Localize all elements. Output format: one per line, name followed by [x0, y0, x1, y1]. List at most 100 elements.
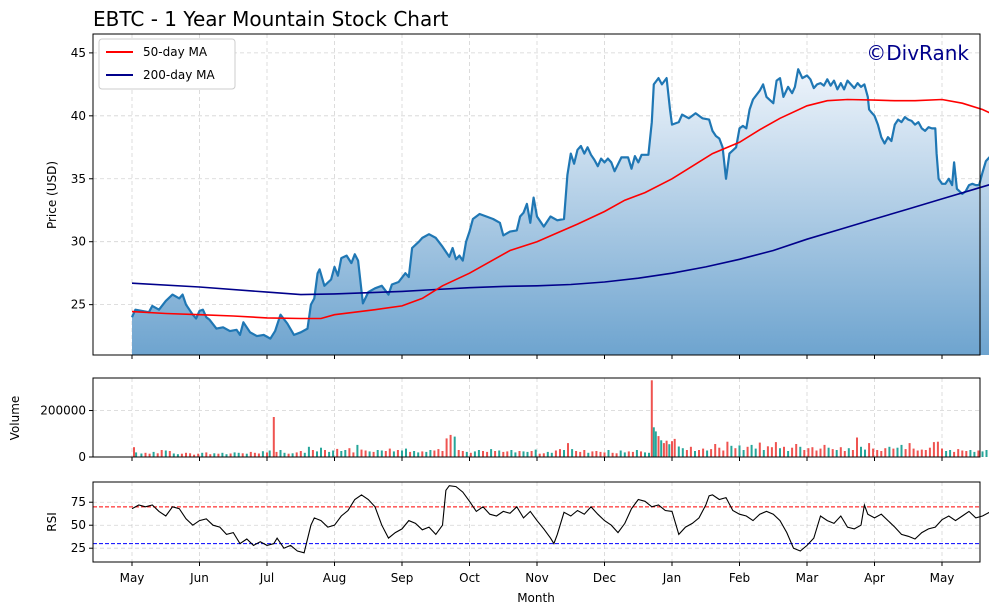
volume-bar	[554, 450, 557, 457]
volume-bar	[631, 451, 634, 457]
volume-bar	[469, 452, 472, 457]
price-ytick-label-0: 25	[71, 298, 86, 312]
volume-bar	[916, 450, 919, 457]
volume-bar	[360, 449, 363, 457]
volume-bar	[249, 451, 252, 457]
volume-bar	[718, 447, 721, 457]
volume-bar	[205, 452, 208, 457]
volume-bar	[660, 440, 663, 457]
volume-bar	[266, 452, 268, 457]
volume-bar	[429, 450, 432, 457]
volume-bar	[133, 447, 135, 457]
volume-bar	[799, 446, 802, 457]
volume-bar	[774, 442, 777, 457]
volume-bar	[599, 451, 602, 457]
volume-bar	[681, 448, 684, 457]
legend-label-ma200: 200-day MA	[143, 68, 215, 82]
volume-bar	[787, 451, 790, 457]
volume-bar	[811, 447, 814, 457]
x-tick-label: Apr	[864, 571, 885, 585]
volume-bar	[595, 451, 598, 457]
price-plot-frame	[92, 33, 981, 356]
volume-bar	[241, 453, 244, 457]
rsi-axis-title: RSI	[45, 512, 59, 532]
volume-bar	[197, 453, 200, 457]
volume-bar	[758, 442, 761, 457]
volume-bar	[356, 444, 359, 457]
volume-bar	[257, 453, 260, 457]
volume-bar	[295, 452, 298, 457]
volume-bar	[213, 453, 216, 457]
volume-bar	[847, 448, 850, 457]
volume-bar	[807, 448, 810, 457]
volume-bar	[172, 453, 175, 457]
volume-bar	[685, 450, 688, 457]
price-ytick-label-1: 30	[71, 235, 86, 249]
volume-bar	[654, 431, 657, 457]
volume-bar	[673, 438, 676, 457]
price-ytick-label-4: 45	[71, 46, 86, 60]
price-area-fill	[132, 69, 989, 355]
volume-bar	[750, 444, 753, 457]
volume-bar	[677, 446, 680, 457]
volume-bar	[928, 447, 931, 457]
volume-bar	[770, 447, 773, 457]
volume-bar	[635, 450, 638, 457]
volume-bar	[579, 451, 582, 457]
x-axis-title: Month	[517, 591, 555, 605]
volume-bar	[803, 450, 806, 457]
volume-bar	[506, 451, 509, 457]
volume-bar	[168, 451, 171, 457]
ma50-line	[131, 98, 989, 320]
volume-bar	[522, 451, 525, 457]
volume-bar	[268, 450, 271, 457]
volume-bar	[233, 452, 236, 457]
volume-bar	[156, 453, 159, 457]
volume-bar	[482, 451, 484, 457]
volume-bar	[603, 452, 606, 457]
volume-bar	[648, 452, 650, 457]
volume-bar	[896, 447, 899, 457]
volume-bar	[615, 453, 618, 457]
volume-bar	[583, 450, 586, 457]
volume-bar	[627, 451, 630, 457]
volume-bar	[652, 427, 655, 457]
volume-bar	[839, 447, 842, 457]
volume-bar	[912, 448, 915, 457]
volume-bar	[815, 450, 818, 457]
volume-bar	[465, 451, 468, 457]
x-tick-label: Oct	[459, 571, 480, 585]
rsi-plot-frame	[92, 481, 981, 563]
volume-bar	[409, 451, 412, 457]
volume-bar	[567, 443, 569, 457]
volume-bar	[433, 450, 436, 457]
volume-bar	[823, 444, 826, 457]
volume-plot-frame	[92, 377, 981, 458]
volume-bar	[644, 452, 646, 457]
volume-bar	[261, 451, 264, 457]
volume-bar	[969, 450, 972, 457]
volume-bar	[417, 452, 420, 457]
volume-bar	[571, 449, 574, 457]
volume-bar	[791, 447, 794, 457]
volume-bar	[657, 436, 660, 457]
volume-bar	[457, 450, 460, 457]
volume-bar	[706, 450, 709, 457]
volume-bar	[611, 452, 614, 457]
volume-bar	[352, 452, 355, 457]
volume-bar	[185, 452, 187, 457]
volume-bar	[140, 453, 143, 457]
volume-bar	[953, 451, 956, 457]
volume-bar	[843, 451, 846, 457]
volume-bar	[904, 449, 907, 457]
volume-bar	[526, 451, 529, 457]
volume-bar	[396, 450, 399, 457]
volume-bar	[941, 448, 943, 457]
volume-bar	[421, 451, 424, 457]
volume-bar	[563, 450, 565, 457]
chart-title: EBTC - 1 Year Mountain Stock Chart	[93, 7, 448, 31]
x-tick-label: Jul	[259, 571, 274, 585]
chart-legend: 50-day MA 200-day MA	[98, 38, 236, 90]
